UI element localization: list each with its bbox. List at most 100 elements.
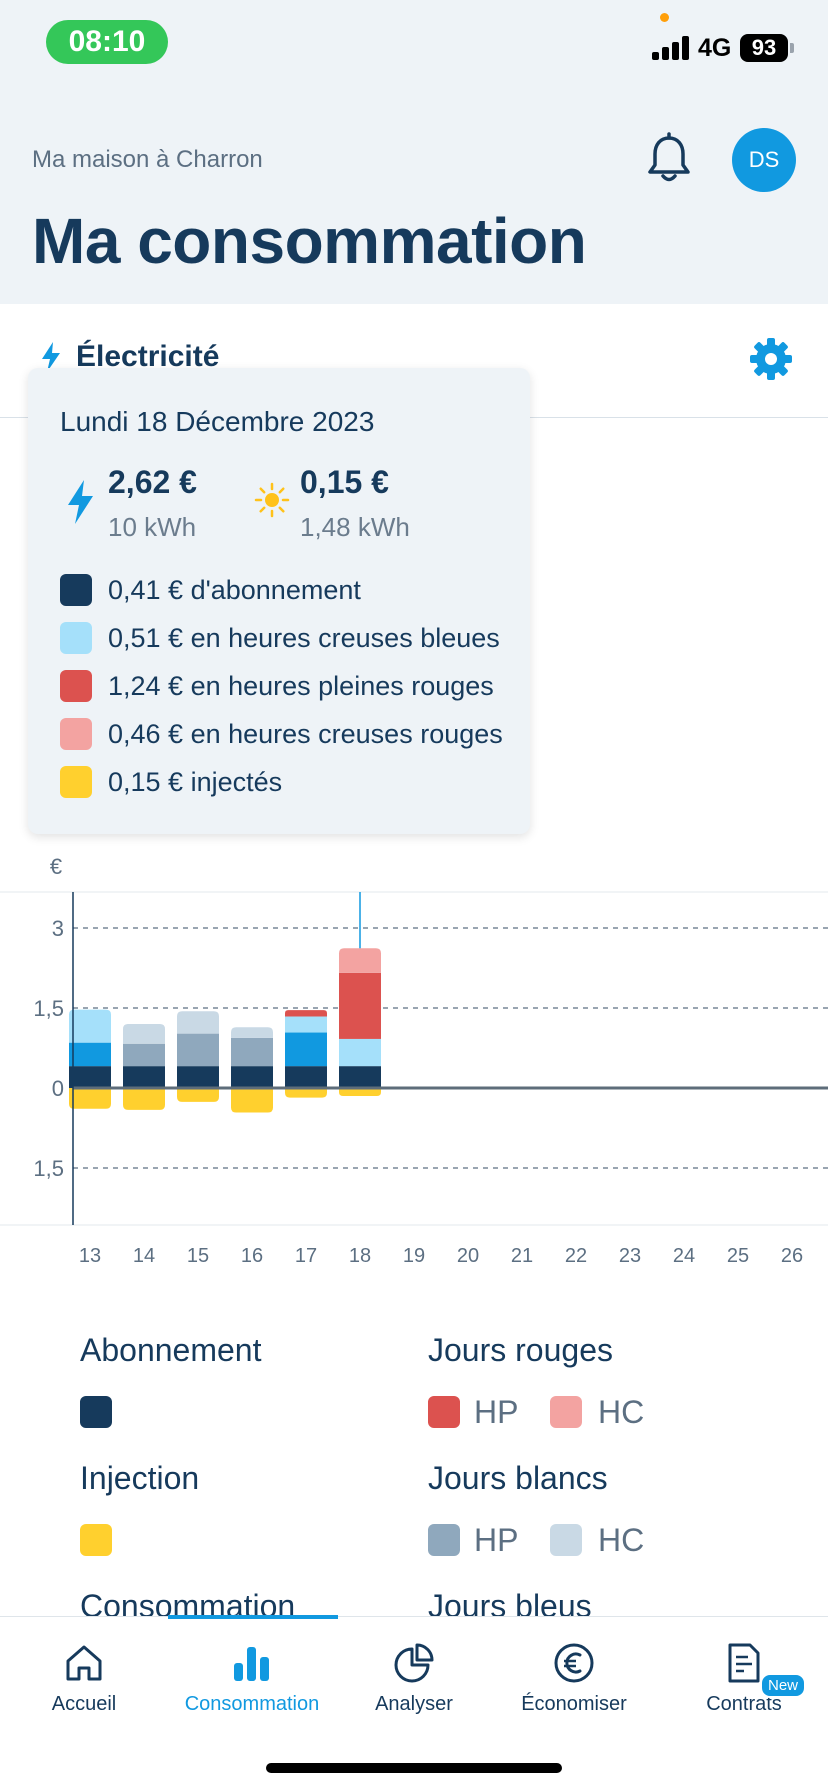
legend-swatch-abonnement xyxy=(80,1396,112,1428)
new-badge: New xyxy=(760,1673,807,1698)
bar-segment xyxy=(69,1066,111,1088)
x-tick-label: 17 xyxy=(295,1245,317,1267)
tooltip-item: 1,24 € en heures pleines rouges xyxy=(60,670,494,702)
x-tick-label: 15 xyxy=(187,1245,209,1267)
signal-icon xyxy=(652,36,692,60)
avatar[interactable]: DS xyxy=(732,128,796,192)
x-tick-label: 18 xyxy=(349,1245,371,1267)
bar-segment-injection xyxy=(69,1088,111,1109)
tab-consommation[interactable]: Consommation xyxy=(172,1627,332,1727)
legend-label-hp: HP xyxy=(474,1522,519,1558)
bar-segment-injection xyxy=(231,1088,273,1113)
home-location[interactable]: Ma maison à Charron xyxy=(32,146,263,173)
tab-analyser[interactable]: Analyser xyxy=(334,1627,494,1727)
tab-contrats[interactable]: New Contrats xyxy=(664,1627,824,1727)
tooltip-item-label: 0,41 € d'abonnement xyxy=(108,574,361,605)
tooltip-item: 0,15 € injectés xyxy=(60,766,282,798)
legend-swatch-injection xyxy=(80,1524,112,1556)
bar-segment-injection xyxy=(339,1088,381,1096)
privacy-dot xyxy=(660,13,669,22)
tooltip-swatch xyxy=(60,718,92,750)
x-tick-label: 14 xyxy=(133,1245,155,1267)
x-tick-label: 24 xyxy=(673,1245,695,1267)
battery-icon: 93 xyxy=(740,34,788,62)
bar-segment xyxy=(177,1011,219,1034)
tooltip-item: 0,41 € d'abonnement xyxy=(60,574,361,606)
y-tick-label: 1,5 xyxy=(33,996,64,1021)
tab-label: Économiser xyxy=(521,1693,627,1715)
legend-injection: Injection xyxy=(80,1460,200,1496)
bar-segment xyxy=(285,1010,327,1017)
y-axis-unit: € xyxy=(50,854,62,879)
bar-segment-injection xyxy=(285,1088,327,1098)
legend-label-hp: HP xyxy=(474,1394,519,1430)
legend-swatch-blanc-hp xyxy=(428,1524,460,1556)
day-tooltip: Lundi 18 Décembre 2023 2,62 € 10 kWh 0,1… xyxy=(28,368,530,834)
tooltip-swatch xyxy=(60,670,92,702)
bar-segment xyxy=(231,1027,273,1038)
bar-segment xyxy=(123,1043,165,1067)
x-tick-label: 13 xyxy=(79,1245,101,1267)
bar-segment xyxy=(339,948,381,973)
bolt-icon xyxy=(42,342,60,372)
legend-abonnement: Abonnement xyxy=(80,1332,262,1368)
battery-tip xyxy=(790,43,794,53)
bar-segment xyxy=(231,1066,273,1088)
x-tick-label: 25 xyxy=(727,1245,749,1267)
x-tick-label: 16 xyxy=(241,1245,263,1267)
legend-jours-blancs: Jours blancs xyxy=(428,1460,608,1496)
tab-label: Consommation xyxy=(184,1693,320,1715)
tooltip-item-label: 0,46 € en heures creuses rouges xyxy=(108,718,503,749)
bar-segment xyxy=(177,1033,219,1067)
tab-economiser[interactable]: Économiser xyxy=(494,1627,654,1727)
tab-bar: Accueil Consommation Analyser Économiser xyxy=(0,1615,828,1792)
bar-segment xyxy=(69,1009,111,1043)
network-type: 4G xyxy=(698,34,732,62)
bar-segment xyxy=(285,1066,327,1088)
x-tick-label: 26 xyxy=(781,1245,803,1267)
tooltip-swatch xyxy=(60,574,92,606)
bar-segment xyxy=(123,1024,165,1044)
bar-segment xyxy=(285,1016,327,1033)
tooltip-swatch xyxy=(60,766,92,798)
bar-segment xyxy=(123,1066,165,1088)
legend-label-hc: HC xyxy=(598,1394,645,1430)
bar-segment-injection xyxy=(123,1088,165,1110)
legend-swatch-rouge-hp xyxy=(428,1396,460,1428)
tooltip-item: 0,51 € en heures creuses bleues xyxy=(60,622,500,654)
home-indicator xyxy=(266,1763,562,1773)
y-tick-label: 0 xyxy=(52,1076,64,1101)
x-tick-label: 21 xyxy=(511,1245,533,1267)
euro-icon xyxy=(554,1643,594,1683)
gear-icon[interactable] xyxy=(748,336,794,382)
tooltip-consumption-kwh: 10 kWh xyxy=(108,512,197,542)
status-time: 08:10 xyxy=(46,20,168,64)
x-tick-label: 19 xyxy=(403,1245,425,1267)
home-icon xyxy=(66,1645,102,1681)
pie-chart-icon xyxy=(394,1643,434,1683)
bar-segment xyxy=(69,1042,111,1067)
legend-swatch-blanc-hc xyxy=(550,1524,582,1556)
bar-segment xyxy=(177,1066,219,1088)
energy-label: Électricité xyxy=(76,340,220,373)
tooltip-injection-kwh: 1,48 kWh xyxy=(300,512,410,542)
tab-label: Contrats xyxy=(706,1693,782,1715)
bar-segment xyxy=(339,972,381,1039)
tooltip-date: Lundi 18 Décembre 2023 xyxy=(60,406,375,437)
tooltip-item-label: 0,15 € injectés xyxy=(108,766,283,797)
consumption-chart[interactable]: €3 1,5 0 1,5 13 14 15 16 17 18 19 20 21 22 23 24 25 26 xyxy=(0,850,828,1270)
bar-chart-icon xyxy=(234,1647,269,1681)
legend-label-hc: HC xyxy=(598,1522,645,1558)
active-tab-indicator xyxy=(168,1615,338,1619)
bar-segment xyxy=(285,1032,327,1067)
bar-segment xyxy=(339,1066,381,1088)
y-tick-label: 1,5 xyxy=(33,1156,64,1181)
contract-icon xyxy=(728,1643,760,1683)
tooltip-consumption-cost: 2,62 € xyxy=(108,464,197,500)
tooltip-item-label: 1,24 € en heures pleines rouges xyxy=(108,670,494,701)
chart-svg[interactable]: €3 1,5 0 1,5 13 14 15 16 17 18 19 20 21 22 23 24 25 26 xyxy=(0,850,828,1270)
y-tick-label: 3 xyxy=(52,916,64,941)
bell-icon[interactable] xyxy=(642,132,696,186)
tab-accueil[interactable]: Accueil xyxy=(4,1627,164,1727)
legend-swatch-rouge-hc xyxy=(550,1396,582,1428)
